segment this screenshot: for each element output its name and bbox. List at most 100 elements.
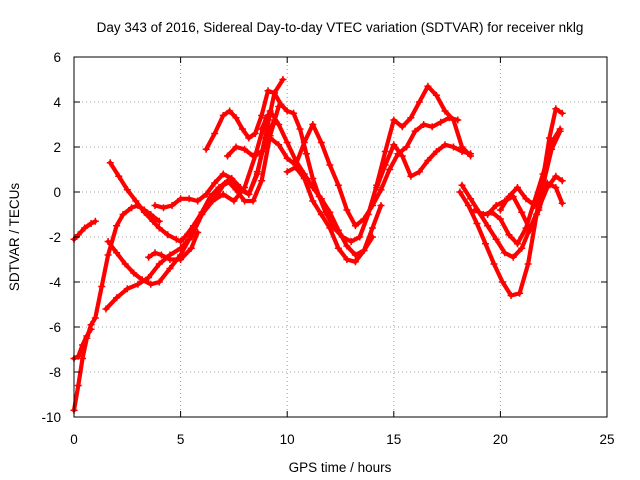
- data-point-marker: [292, 163, 300, 171]
- data-point-marker: [398, 152, 406, 160]
- data-point-marker: [432, 148, 440, 155]
- x-tick-label: 15: [386, 432, 401, 447]
- data-point-marker: [475, 208, 483, 216]
- data-point-marker: [258, 125, 266, 133]
- data-point-marker: [505, 193, 513, 200]
- data-point-marker: [87, 325, 95, 333]
- data-point-marker: [102, 305, 110, 313]
- data-point-marker: [381, 161, 389, 169]
- data-point-marker: [232, 114, 240, 122]
- data-point-marker: [300, 175, 308, 182]
- data-point-marker: [411, 127, 419, 135]
- data-point-marker: [194, 197, 202, 205]
- data-point-marker: [524, 260, 532, 268]
- data-point-marker: [202, 190, 210, 198]
- data-point-marker: [224, 152, 232, 160]
- data-point-marker: [513, 184, 521, 191]
- data-point-marker: [91, 217, 99, 225]
- data-point-marker: [290, 109, 298, 117]
- y-tick-label: -10: [41, 410, 61, 425]
- data-point-marker: [74, 382, 82, 389]
- data-point-marker: [420, 121, 428, 128]
- data-point-marker: [275, 141, 283, 149]
- data-point-marker: [249, 197, 257, 205]
- data-point-marker: [132, 197, 140, 205]
- data-point-marker: [253, 168, 261, 176]
- data-point-marker: [106, 159, 114, 167]
- data-point-marker: [113, 249, 121, 257]
- data-point-marker: [398, 123, 406, 131]
- data-point-marker: [115, 172, 123, 180]
- data-point-marker: [473, 220, 481, 227]
- data-point-marker: [507, 292, 515, 299]
- data-point-marker: [317, 195, 325, 203]
- data-point-marker: [552, 184, 560, 191]
- satellite-track-13: [373, 141, 475, 191]
- data-point-marker: [172, 235, 180, 243]
- series-line: [105, 77, 285, 287]
- data-point-marker: [432, 91, 440, 99]
- satellite-track-12: [283, 163, 385, 266]
- data-point-marker: [531, 202, 539, 209]
- data-point-marker: [279, 76, 287, 83]
- data-point-marker: [373, 184, 381, 191]
- data-point-marker: [317, 211, 325, 218]
- data-point-marker: [119, 211, 127, 218]
- data-point-marker: [147, 280, 155, 288]
- data-point-marker: [360, 215, 368, 223]
- data-point-marker: [283, 139, 291, 146]
- series-line: [225, 115, 460, 228]
- data-point-marker: [539, 181, 547, 189]
- data-point-marker: [185, 195, 193, 203]
- y-tick-label: -8: [49, 365, 61, 380]
- data-point-marker: [238, 125, 246, 133]
- data-point-marker: [160, 204, 168, 212]
- data-point-marker: [177, 238, 185, 245]
- data-point-marker: [219, 112, 227, 119]
- data-point-marker: [91, 314, 99, 322]
- data-point-marker: [454, 116, 462, 124]
- y-tick-label: -4: [49, 275, 61, 290]
- data-point-marker: [347, 238, 355, 245]
- data-point-marker: [377, 186, 385, 194]
- data-point-marker: [309, 184, 317, 191]
- data-point-marker: [140, 208, 148, 216]
- satellite-track-1: [70, 217, 99, 243]
- data-point-marker: [177, 256, 185, 263]
- data-point-marker: [526, 224, 534, 232]
- data-point-marker: [258, 112, 266, 119]
- data-point-marker: [356, 233, 364, 241]
- y-tick-label: 6: [53, 50, 61, 65]
- data-point-marker: [155, 278, 163, 286]
- data-point-marker: [155, 224, 163, 232]
- data-point-marker: [219, 181, 227, 189]
- satellite-track-7: [145, 229, 202, 263]
- data-point-marker: [490, 260, 498, 268]
- data-point-marker: [177, 195, 185, 203]
- data-point-marker: [134, 280, 142, 288]
- data-point-marker: [232, 143, 240, 151]
- data-point-marker: [377, 202, 385, 209]
- data-point-marker: [441, 141, 449, 149]
- data-point-marker: [496, 215, 504, 223]
- x-tick-label: 0: [70, 432, 78, 447]
- data-point-marker: [266, 134, 274, 142]
- satellite-track-9: [202, 82, 475, 245]
- data-point-marker: [390, 141, 398, 149]
- data-point-marker: [166, 265, 174, 272]
- data-point-marker: [467, 195, 475, 203]
- data-point-marker: [79, 355, 87, 362]
- data-point-marker: [545, 134, 553, 142]
- series-line: [71, 203, 162, 413]
- data-point-marker: [128, 204, 136, 212]
- data-point-marker: [258, 148, 266, 155]
- data-point-marker: [309, 175, 317, 182]
- data-point-marker: [241, 145, 249, 153]
- y-tick-label: 0: [53, 185, 61, 200]
- data-point-marker: [464, 202, 472, 209]
- data-point-marker: [334, 244, 342, 252]
- y-axis-title: SDTVAR / TECUs: [7, 183, 22, 292]
- data-point-marker: [300, 139, 308, 146]
- data-point-marker: [492, 202, 500, 209]
